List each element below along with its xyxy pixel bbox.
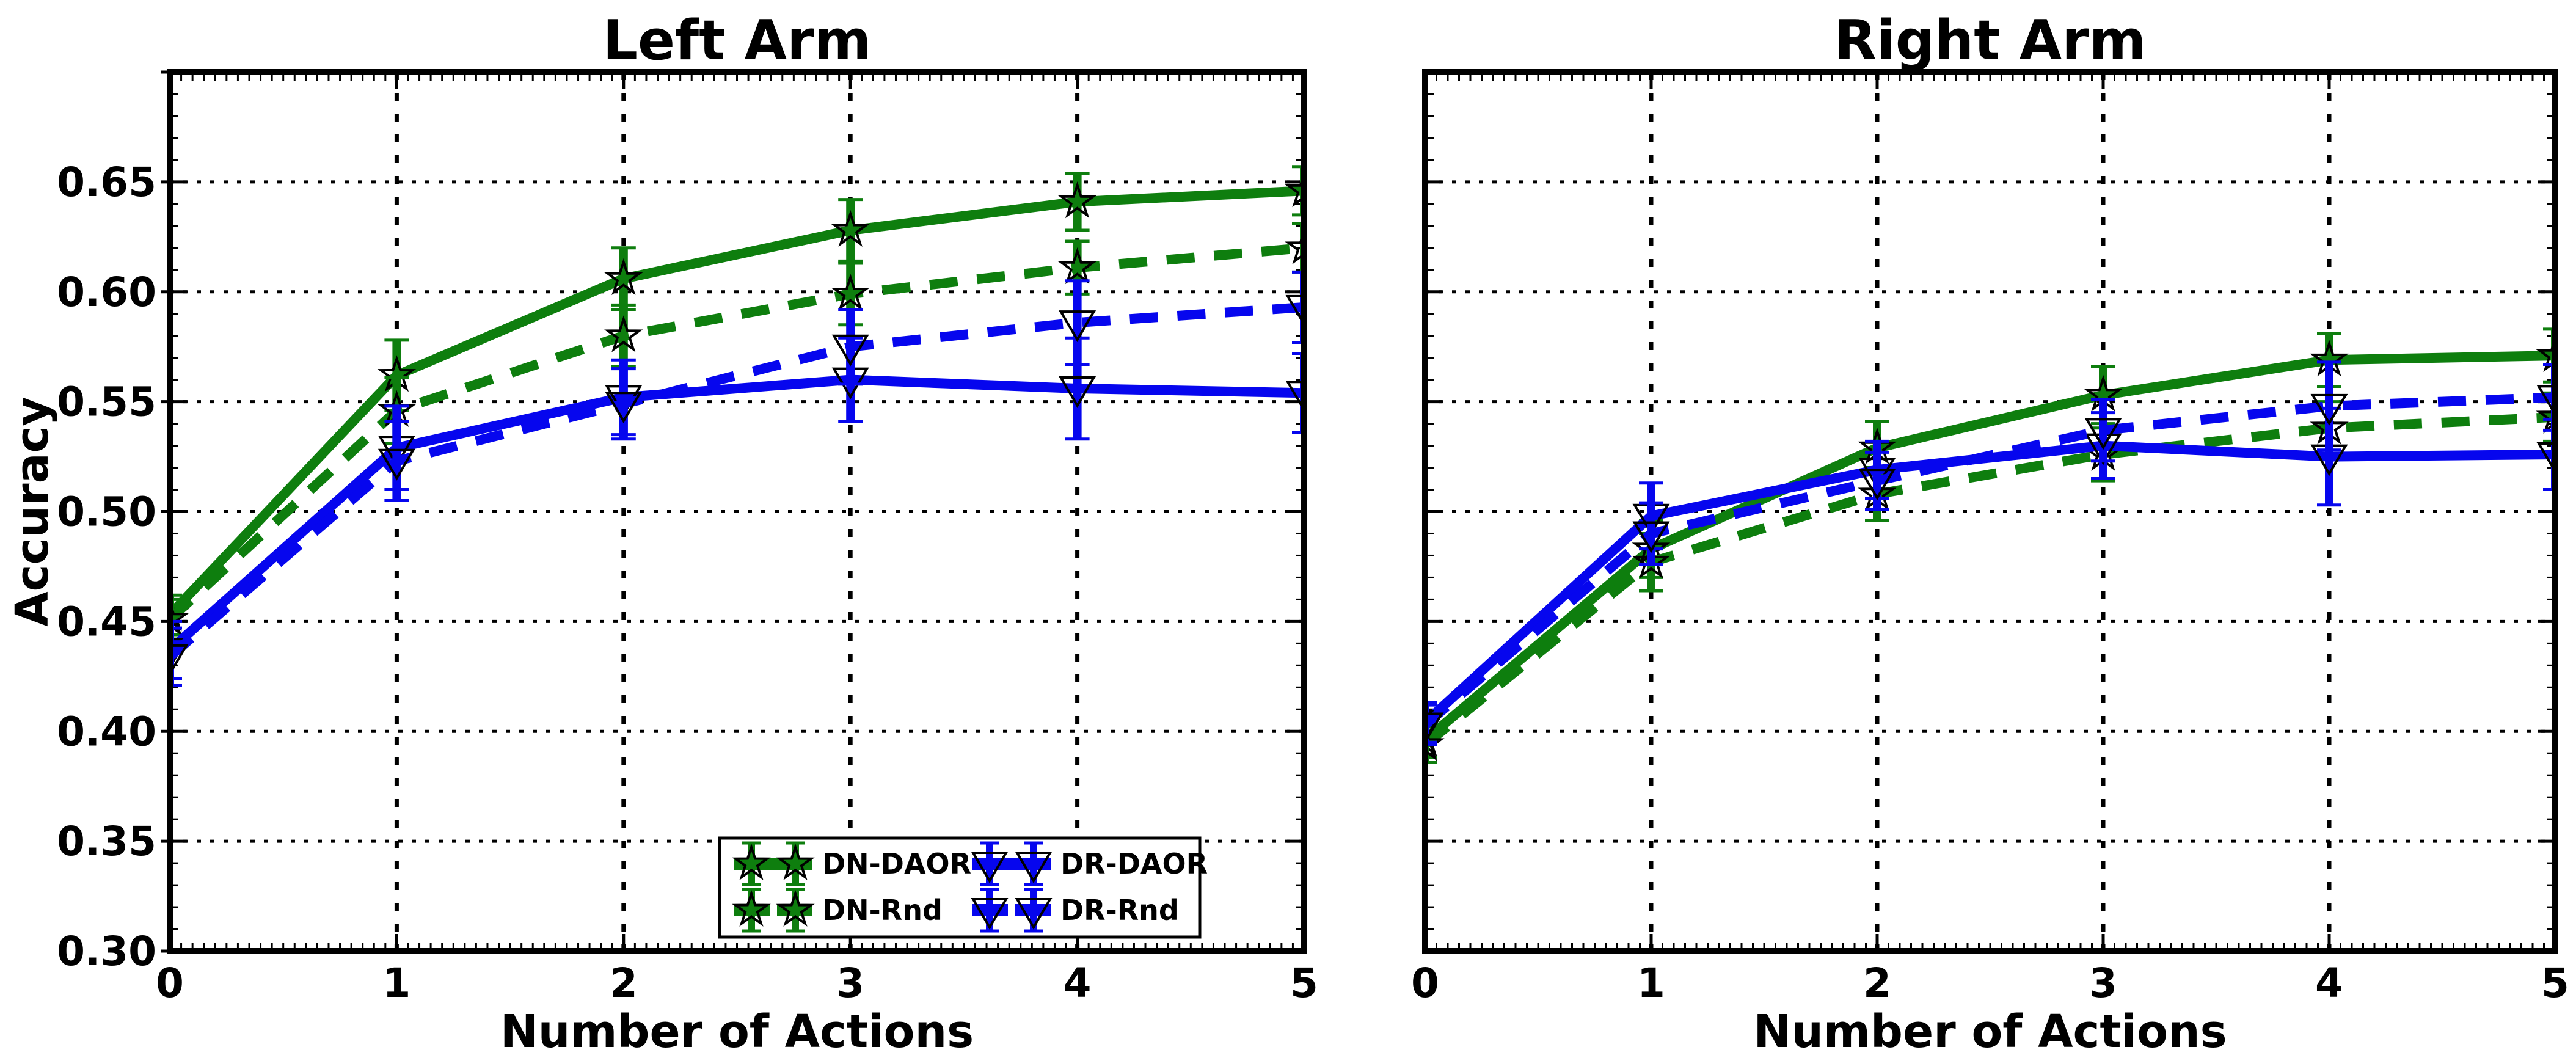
DN-Rnd-marker-star-icon (1057, 247, 1097, 285)
x-axis-label-left: Number of Actions (500, 1005, 974, 1058)
x-tick-label-right: 1 (1637, 960, 1665, 1007)
DR-Rnd-marker-triangle-down-icon (2536, 385, 2555, 417)
series-line-DR-Rnd-left (170, 302, 1304, 660)
x-tick-label-right: 4 (2315, 960, 2343, 1007)
DR-Rnd-marker-triangle-down-icon (1015, 898, 1053, 930)
plot-title-right: Right Arm (1834, 9, 2147, 73)
series-line-DN-Rnd-left (170, 243, 1304, 623)
DN-Rnd-marker-star-icon (1425, 724, 1445, 761)
plot-title-left: Left Arm (603, 9, 872, 73)
x-tick-label-right: 2 (1863, 960, 1891, 1007)
DN-Rnd-marker-star-icon (732, 889, 771, 927)
legend-entry-DR-Rnd: DR-Rnd (971, 888, 1179, 933)
x-axis-label-right: Number of Actions (1753, 1005, 2227, 1058)
x-tick-label-left: 3 (836, 960, 864, 1007)
series-line-DN-DAOR-right (1425, 351, 2555, 744)
DN-Rnd-marker-star-icon (604, 315, 643, 352)
DN-DAOR-marker-star-icon (2536, 335, 2555, 372)
legend-entry-DN-Rnd: DN-Rnd (732, 888, 943, 933)
DR-DAOR-marker-triangle-down-icon (2536, 442, 2555, 474)
y-tick-label: 0.50 (57, 489, 156, 536)
DN-DAOR-marker-star-icon (776, 843, 815, 880)
DR-Rnd-marker-triangle-down-icon (378, 448, 415, 481)
DR-Rnd-marker-triangle-down-icon (1858, 469, 1896, 501)
error-bars-DN-DAOR-right (1425, 327, 2555, 759)
DR-DAOR-marker-triangle-down-icon (1059, 376, 1096, 408)
y-tick-label: 0.45 (57, 598, 156, 645)
series-line-DR-Rnd-right (1425, 392, 2555, 729)
DR-Rnd-marker-triangle-down-icon (1632, 521, 1670, 553)
legend-label-DN-Rnd: DN-Rnd (822, 894, 943, 927)
plot-frame-right (1422, 69, 2558, 954)
grid-right (1425, 72, 2555, 951)
DR-Rnd-marker-triangle-down-icon (831, 334, 869, 367)
DN-DAOR-marker-star-icon (732, 843, 771, 880)
legend-entry-DR-DAOR: DR-DAOR (971, 841, 1208, 886)
DN-DAOR-marker-star-icon (604, 258, 643, 296)
y-tick-label: 0.55 (57, 379, 156, 426)
legend-entry-DN-DAOR: DN-DAOR (732, 841, 971, 886)
DR-Rnd-marker-triangle-down-icon (1059, 310, 1096, 343)
markers-DR-Rnd-left (170, 294, 1304, 676)
DR-Rnd-marker-triangle-down-icon (1285, 294, 1304, 327)
x-tick-label-left: 4 (1064, 960, 1092, 1007)
y-tick-label: 0.40 (57, 708, 156, 755)
DR-Rnd-marker-triangle-down-icon (605, 392, 643, 424)
legend-label-DR-DAOR: DR-DAOR (1060, 847, 1208, 880)
DN-Rnd-marker-star-icon (776, 889, 815, 927)
DR-Rnd-marker-triangle-down-icon (971, 898, 1009, 930)
DN-DAOR-marker-star-icon (831, 210, 870, 247)
DR-DAOR-marker-triangle-down-icon (1285, 381, 1304, 413)
y-tick-label: 0.60 (57, 269, 156, 316)
series-line-DR-DAOR-right (1425, 440, 2555, 726)
series-line-DN-Rnd-right (1425, 412, 2555, 749)
subplot-left: Left Arm 0 1 2 3 4 5 0.30 0.35 0.40 0.45 0.50 0.55 0.… (6, 9, 1318, 1058)
error-bars-DR-Rnd-left (170, 270, 1304, 687)
grid-left (170, 72, 1304, 951)
series-group-right (1425, 327, 2555, 764)
DN-Rnd-marker-star-icon (2536, 396, 2555, 434)
markers-DR-Rnd-right (1425, 385, 2555, 745)
error-bars-DN-Rnd-left (170, 222, 1304, 641)
x-tick-label-left: 0 (156, 960, 184, 1007)
x-tick-label-right: 0 (1411, 960, 1439, 1007)
series-line-DR-DAOR-left (170, 374, 1304, 654)
plot-frame-left (167, 69, 1307, 954)
DN-Rnd-marker-star-icon (831, 273, 870, 311)
DN-DAOR-marker-star-icon (1057, 181, 1097, 219)
DN-DAOR-marker-star-icon (1285, 170, 1304, 208)
DN-Rnd-marker-star-icon (1285, 227, 1304, 264)
y-tick-label: 0.30 (57, 928, 156, 975)
DN-Rnd-marker-star-icon (170, 599, 189, 636)
DR-Rnd-marker-triangle-down-icon (2310, 393, 2348, 426)
DR-Rnd-marker-triangle-down-icon (1425, 712, 1444, 745)
legend: DN-DAOR DN-Rnd DR-DAOR DR-Rnd (718, 836, 1208, 939)
x-tick-label-left: 1 (382, 960, 410, 1007)
DR-DAOR-marker-triangle-down-icon (971, 852, 1009, 883)
y-axis-label: Accuracy (6, 396, 59, 626)
legend-label-DR-Rnd: DR-Rnd (1060, 894, 1179, 927)
DR-DAOR-marker-triangle-down-icon (1015, 852, 1053, 883)
x-tick-label-right: 5 (2541, 960, 2569, 1007)
subplot-right: Right Arm 0 1 2 3 4 5 Number of Actions (1411, 9, 2569, 1058)
DN-Rnd-marker-star-icon (1632, 541, 1671, 579)
series-group-left (170, 165, 1304, 687)
x-tick-label-left: 2 (610, 960, 638, 1007)
x-tick-label-left: 5 (1290, 960, 1318, 1007)
legend-label-DN-DAOR: DN-DAOR (822, 847, 971, 880)
y-tick-label: 0.65 (57, 159, 156, 206)
DR-Rnd-marker-triangle-down-icon (170, 644, 189, 676)
series-line-DN-DAOR-left (170, 186, 1304, 619)
x-tick-label-right: 3 (2089, 960, 2117, 1007)
DR-Rnd-marker-triangle-down-icon (2084, 418, 2122, 450)
y-tick-label: 0.35 (57, 818, 156, 865)
